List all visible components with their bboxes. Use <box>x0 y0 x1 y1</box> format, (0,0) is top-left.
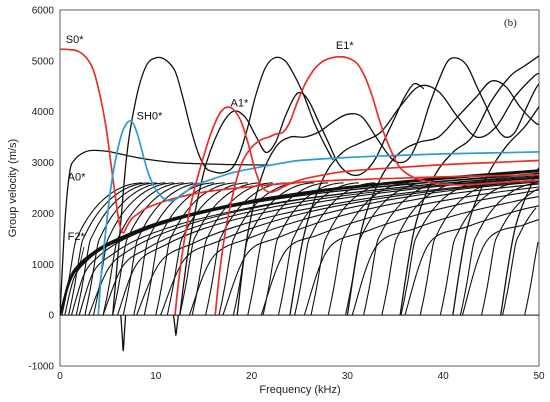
x-tick-label: 20 <box>246 371 258 382</box>
steep-branch-18 <box>262 182 344 316</box>
mode-curves-highlighted <box>60 48 539 316</box>
y-tick-label: -1000 <box>28 362 54 373</box>
dense-band-curve-11 <box>222 183 539 316</box>
mode-annotations: S0* SH0* A1* E1* A0* F2* <box>66 34 355 243</box>
mode-label-e1: E1* <box>336 40 354 52</box>
mode-curves-black <box>60 55 539 352</box>
oscillating-curve-0 <box>60 149 271 316</box>
x-tick-label: 30 <box>342 371 354 382</box>
oscillating-curve-1 <box>112 56 334 316</box>
mode-label-a0: A0* <box>68 171 86 183</box>
x-tick-label: 50 <box>533 371 545 382</box>
oscillating-curve-8 <box>500 167 539 316</box>
y-axis-ticks: -1000 0 1000 2000 3000 4000 5000 6000 <box>28 6 54 373</box>
series-e1 <box>214 55 539 316</box>
y-axis-label: Group velocity (m/s) <box>7 139 19 237</box>
y-tick-label: 1000 <box>32 260 55 271</box>
dense-band-curve-3 <box>70 173 539 316</box>
y-tick-label: 3000 <box>32 158 55 169</box>
dense-band-curve-12 <box>260 186 539 316</box>
x-axis-label: Frequency (kHz) <box>259 384 340 396</box>
mode-label-a1: A1* <box>231 98 249 110</box>
oscillating-curve-7 <box>452 106 539 316</box>
negative-spike-0 <box>120 315 127 352</box>
steep-branch-6 <box>112 182 194 316</box>
dense-band-curve-8 <box>136 179 539 316</box>
f2-leader-line <box>78 246 85 269</box>
dense-band-curve-7 <box>116 177 539 316</box>
mode-label-sh0: SH0* <box>137 110 163 122</box>
y-tick-label: 2000 <box>32 209 55 220</box>
steep-branch-30 <box>480 188 539 316</box>
oscillating-curve-3 <box>236 57 539 316</box>
series-a1 <box>174 106 539 316</box>
y-tick-label: 0 <box>48 311 54 322</box>
y-tick-label: 5000 <box>32 56 55 67</box>
x-tick-label: 0 <box>57 371 63 382</box>
steep-branch-10 <box>155 182 237 316</box>
y-tick-label: 4000 <box>32 107 55 118</box>
negative-spike-1 <box>172 315 179 337</box>
x-axis-ticks: 0 10 20 30 40 50 <box>57 371 545 382</box>
mode-label-s0: S0* <box>66 34 84 46</box>
panel-label: (b) <box>504 17 517 29</box>
oscillating-curve-6 <box>399 55 539 316</box>
dense-band-curve-14 <box>351 196 539 316</box>
series-s0 <box>60 48 539 234</box>
steep-branch-32 <box>524 242 539 316</box>
series-sh0 <box>97 120 539 316</box>
x-tick-label: 10 <box>150 371 162 382</box>
steep-branch-3 <box>84 182 166 316</box>
steep-branch-12 <box>179 182 261 316</box>
steep-branch-0 <box>61 182 143 316</box>
x-tick-label: 40 <box>438 371 450 382</box>
dense-band-curve-16 <box>461 218 539 316</box>
y-tick-label: 6000 <box>32 6 55 17</box>
dense-band-curve-13 <box>303 189 539 316</box>
dense-band-curve-10 <box>188 181 539 316</box>
steep-branch-4 <box>92 182 175 316</box>
steep-branch-31 <box>502 207 537 316</box>
steep-branch-19 <box>277 182 359 316</box>
oscillating-curve-5 <box>346 80 539 316</box>
steep-branch-7 <box>122 182 204 316</box>
mode-label-f2: F2* <box>68 231 86 243</box>
